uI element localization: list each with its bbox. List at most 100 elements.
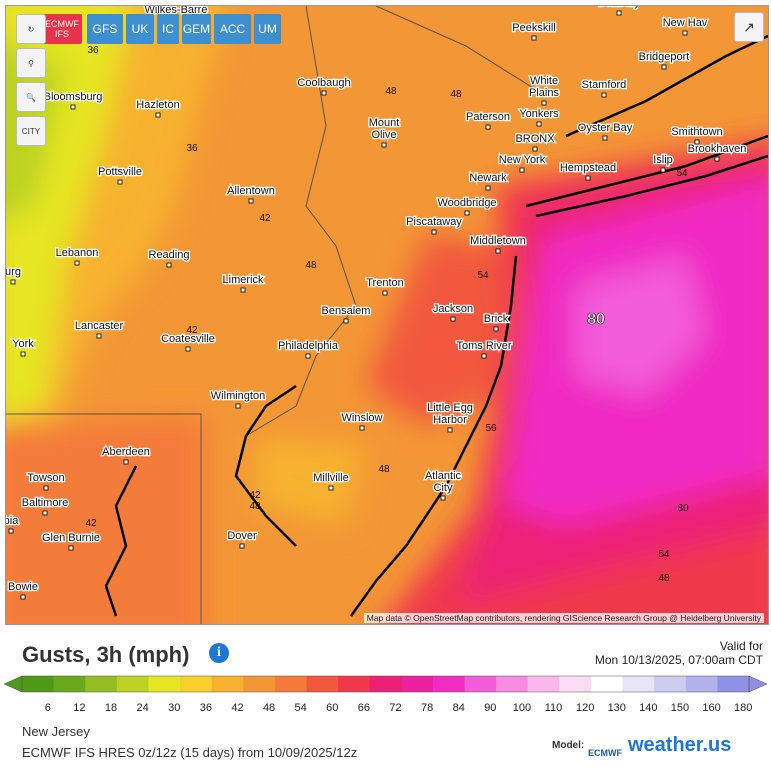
model-button[interactable]: IC xyxy=(157,14,179,44)
legend-swatch xyxy=(685,676,718,692)
city-label: bia xyxy=(6,515,19,527)
city-toggle[interactable]: CITY xyxy=(16,116,46,146)
city-dot xyxy=(536,121,542,127)
info-icon[interactable]: i xyxy=(209,643,229,663)
city-dot xyxy=(305,353,311,359)
legend-swatch xyxy=(654,676,687,692)
legend-swatch xyxy=(211,676,244,692)
legend-label: 66 xyxy=(357,702,371,714)
contour-label: 48 xyxy=(658,573,670,584)
model-button[interactable]: GFS xyxy=(87,14,123,44)
model-button[interactable]: ECMWF IFS xyxy=(42,14,82,44)
city-label: Coatesville xyxy=(161,333,215,345)
city-label: urg xyxy=(6,266,21,278)
city-label: Allentown xyxy=(227,185,275,197)
city-dot xyxy=(682,30,688,36)
legend-label: 78 xyxy=(420,702,434,714)
legend-label: 120 xyxy=(575,702,595,714)
city-label: Smithtown xyxy=(671,126,722,138)
legend-swatch xyxy=(432,676,466,692)
city-dot xyxy=(359,425,365,431)
city-dot xyxy=(493,326,499,332)
contour-label: 56 xyxy=(485,423,497,434)
city-label: Lebanon xyxy=(56,247,99,259)
city-label: Wilmington xyxy=(211,390,265,402)
city-label: Brookhaven xyxy=(688,143,747,155)
valid-time: Mon 10/13/2025, 07:00am CDT xyxy=(594,653,763,667)
contour-label: 42 xyxy=(85,518,97,529)
coastline xyxy=(104,34,768,617)
city-label: White xyxy=(530,75,558,87)
field xyxy=(6,6,768,624)
legend-frame xyxy=(21,675,750,693)
model-button[interactable]: UM xyxy=(254,14,281,44)
legend-label: 180 xyxy=(734,702,753,714)
legend-label: 30 xyxy=(168,702,181,714)
city-dot xyxy=(96,333,102,339)
legend-label: 42 xyxy=(231,702,244,714)
contour-label: 80 xyxy=(587,311,605,328)
model-button[interactable]: GEM xyxy=(182,14,211,44)
legend-swatch xyxy=(53,676,86,692)
city-label: York xyxy=(12,338,34,350)
reload-button[interactable]: ↻ xyxy=(16,14,46,44)
city-dot xyxy=(481,353,487,359)
legend-label: 72 xyxy=(389,702,402,714)
city-label: Hempstead xyxy=(560,162,616,174)
city-label: Yonkers xyxy=(519,108,559,120)
zoom-button[interactable]: 🔍 xyxy=(16,82,46,112)
title: Gusts, 3h (mph) xyxy=(22,642,190,667)
contour-label: 48 xyxy=(305,260,317,271)
city-dot xyxy=(447,427,453,433)
city-dot xyxy=(20,351,26,357)
legend-label: 36 xyxy=(199,702,212,714)
city-dot xyxy=(343,318,349,324)
city-label: Philadelphia xyxy=(278,340,339,352)
attribution: Map data © OpenStreetMap contributors, r… xyxy=(363,613,764,623)
legend-arrow-left xyxy=(3,675,23,693)
city-label: Limerick xyxy=(223,274,264,286)
legend-label: 100 xyxy=(512,702,532,714)
city-dot xyxy=(155,112,161,118)
map[interactable]: Danbury New Hav Wilkes-Barre Peekskill Bridg… xyxy=(5,5,769,625)
city-dot xyxy=(381,142,387,148)
legend-swatch xyxy=(22,676,55,692)
share-button[interactable]: ↗ xyxy=(734,12,764,42)
city-label: Bensalem xyxy=(322,305,371,317)
valid: Valid for Mon 10/13/2025, 07:00am CDT xyxy=(595,639,763,667)
city-label: Bowie xyxy=(8,581,38,593)
legend-swatch xyxy=(496,676,529,692)
city-label: Toms River xyxy=(456,340,511,352)
legend-label: 54 xyxy=(294,702,307,714)
city-dot xyxy=(485,124,491,130)
legend-swatch xyxy=(622,676,655,692)
city-dot xyxy=(239,543,245,549)
contour-label: 42 xyxy=(259,213,271,224)
city-label: Little Egg xyxy=(427,402,473,414)
model-button[interactable]: ACC xyxy=(214,14,251,44)
legend-swatch xyxy=(116,676,149,692)
city-dot xyxy=(431,229,437,235)
model-button[interactable]: UK xyxy=(126,14,154,44)
legend-label: 24 xyxy=(136,702,149,714)
legend-label: 150 xyxy=(670,702,690,714)
city-label: Towson xyxy=(27,472,64,484)
city-dot xyxy=(248,198,254,204)
contour-label: 48 xyxy=(378,464,390,475)
city-label: Dover xyxy=(227,530,257,542)
location-button[interactable]: ⚲ xyxy=(16,48,46,78)
city-label: Oyster Bay xyxy=(578,122,633,134)
city-label: Wilkes-Barre xyxy=(145,6,208,16)
city-dot xyxy=(42,510,48,516)
city-label: Paterson xyxy=(466,111,510,123)
city-dot xyxy=(123,459,129,465)
city-dot xyxy=(485,185,491,191)
contour-label: 54 xyxy=(477,270,489,281)
city-label: Millville xyxy=(313,472,348,484)
brand[interactable]: weather.us xyxy=(628,734,732,756)
city-dot xyxy=(660,167,666,173)
legend-swatch xyxy=(464,676,497,692)
legend-label: 140 xyxy=(639,702,658,714)
city-dot xyxy=(495,248,501,254)
